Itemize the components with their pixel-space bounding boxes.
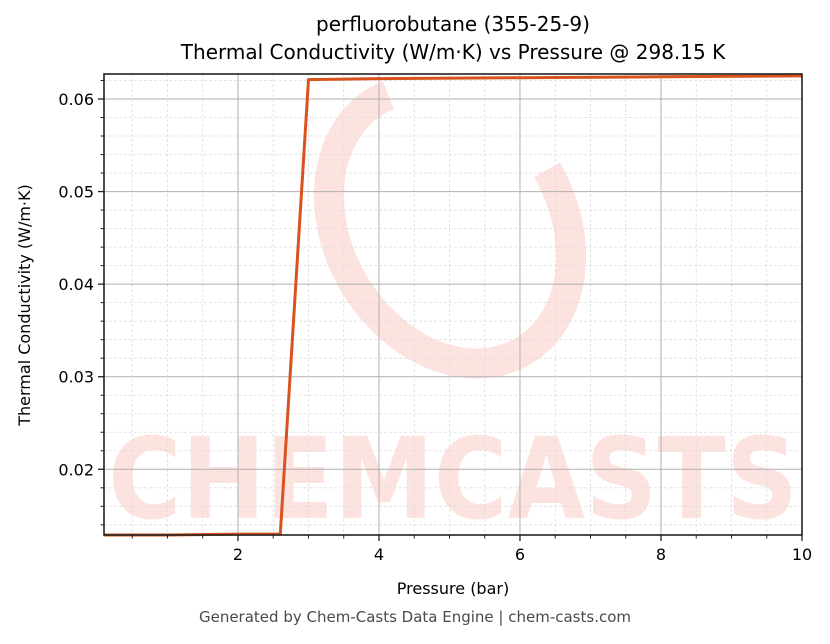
watermark-text: CHEMCASTS [108,415,798,545]
x-tick-label: 2 [233,545,243,564]
y-tick-label: 0.02 [58,460,94,479]
watermark-logo: CHEMCASTS [108,73,798,545]
chart-title-line-1: perfluorobutane (355-25-9) [316,12,590,36]
footer-credit: Generated by Chem-Casts Data Engine | ch… [198,608,632,626]
y-tick-label: 0.05 [58,183,94,202]
y-axis-ticks: 0.02 0.03 0.04 0.05 0.06 [58,79,104,526]
y-tick-label: 0.04 [58,275,94,294]
y-tick-label: 0.06 [58,90,94,109]
y-axis-label: Thermal Conductivity (W/m·K) [15,184,34,427]
x-tick-label: 8 [656,545,666,564]
x-axis-label: Pressure (bar) [397,579,509,598]
axes-frame [103,73,803,536]
minor-grid [104,74,802,535]
y-tick-label: 0.03 [58,368,94,387]
x-tick-label: 10 [792,545,812,564]
major-grid [104,74,803,535]
x-tick-label: 6 [515,545,525,564]
x-axis-ticks: 2 4 6 8 10 [131,535,812,564]
chart-title-line-2: Thermal Conductivity (W/m·K) vs Pressure… [180,40,726,64]
x-tick-label: 4 [374,545,384,564]
